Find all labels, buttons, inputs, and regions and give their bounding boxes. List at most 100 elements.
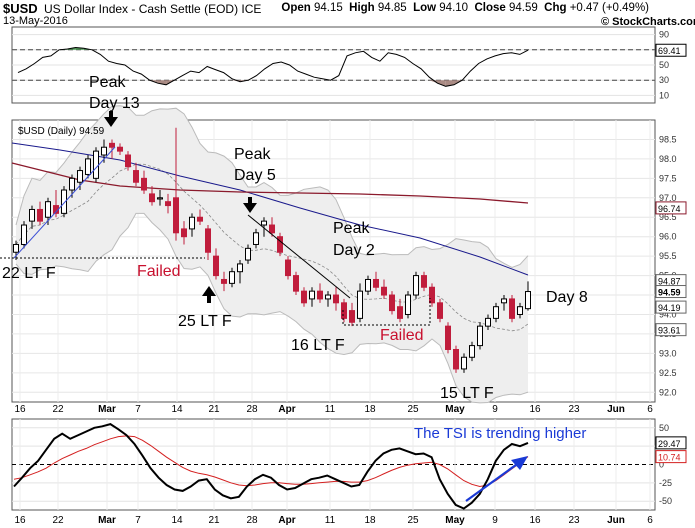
price-candle: [109, 142, 115, 148]
tsi-value-tag: [655, 436, 687, 450]
annotation-peak-13: Peak: [89, 74, 126, 91]
tsi-trend-arrow-shaft: [465, 461, 521, 502]
price-tick-label: 92.5: [659, 368, 677, 378]
tsi-x-tick: 11: [325, 515, 336, 526]
price-candle: [429, 286, 435, 304]
tsi-x-tick: 23: [568, 515, 580, 526]
price-tag-label: 94.59: [658, 288, 681, 298]
change-value: +0.47 (+0.49%): [569, 2, 649, 14]
price-x-tick: 6: [647, 404, 653, 415]
price-candle: [333, 294, 339, 304]
tsi-x-tick: 22: [52, 515, 64, 526]
low-value: 94.10: [439, 2, 469, 14]
annotation-15-lt-f: 15 LT F: [440, 385, 494, 402]
rsi-tick-label: 10: [659, 90, 669, 100]
price-candle: [205, 228, 211, 253]
price-candle: [213, 255, 219, 277]
close-value: 94.59: [508, 2, 538, 14]
annotation-peak-5: Peak: [234, 146, 271, 163]
price-candle: [141, 177, 147, 191]
price-candle: [181, 228, 187, 238]
annotation-day-13: Day 13: [89, 95, 140, 112]
tsi-x-tick: 16: [14, 515, 26, 526]
price-candle: [325, 294, 331, 300]
stockcharts-logo: © StockCharts.com: [601, 16, 695, 28]
price-tick-label: 92.0: [659, 387, 677, 397]
price-tick-label: 98.0: [659, 154, 677, 164]
tsi-x-tick: 18: [364, 515, 376, 526]
annotation-peak-2: Peak: [333, 220, 370, 237]
arrow-peak-13: [104, 117, 118, 127]
price-candle: [29, 208, 35, 222]
price-candle: [189, 216, 195, 230]
price-tick-label: 96.5: [659, 212, 677, 222]
annotation-failed-1: Failed: [137, 263, 181, 280]
price-candle: [37, 208, 43, 222]
price-x-tick: 21: [208, 404, 220, 415]
price-candle: [173, 197, 179, 234]
annotation-day-5: Day 5: [234, 167, 276, 184]
price-candle: [405, 294, 411, 315]
uptrend-line: [13, 146, 116, 259]
price-tag-box: [655, 300, 687, 314]
chart-date: 13-May-2016: [3, 15, 68, 27]
price-band-mid: [15, 163, 529, 332]
tsi-x-tick: Jun: [607, 515, 625, 526]
tsi-signal-tag: [655, 450, 687, 464]
tsi-x-tick: 21: [208, 515, 220, 526]
price-candle: [509, 298, 515, 319]
rsi-tick-label: 30: [659, 75, 669, 85]
price-candle: [301, 290, 307, 304]
price-candle: [93, 150, 99, 179]
price-candle: [101, 146, 107, 156]
rsi-tick-label: 50: [659, 60, 669, 70]
price-x-tick: 18: [364, 404, 376, 415]
price-band-lower: [15, 212, 529, 404]
price-x-tick: Jun: [607, 404, 625, 415]
price-tick-label: 97.0: [659, 193, 677, 203]
price-candle: [245, 247, 251, 261]
price-candle: [285, 259, 291, 277]
price-candle: [413, 275, 419, 296]
tsi-x-tick: Mar: [98, 515, 116, 526]
price-candle: [149, 193, 155, 203]
tsi-current-label: 29.47: [658, 439, 681, 449]
price-tick-label: 95.5: [659, 251, 677, 261]
price-candle: [261, 220, 267, 226]
price-legend: $USD (Daily) 94.59: [18, 126, 105, 137]
tsi-tick-label: 50: [659, 423, 669, 433]
price-candle: [157, 197, 163, 200]
price-tag-box: [655, 201, 687, 215]
tsi-x-tick: 9: [492, 515, 498, 526]
price-tag-label: 94.19: [658, 303, 681, 313]
price-x-tick: Apr: [278, 404, 295, 415]
high-value: 94.85: [377, 2, 407, 14]
tsi-tick-label: 0: [659, 460, 664, 470]
tsi-trend-arrow-head: [511, 456, 528, 470]
arrow-25-lt-f-stem: [207, 296, 211, 303]
price-candle: [341, 302, 347, 319]
arrow-peak-5-stem: [248, 197, 252, 204]
price-candle: [437, 302, 443, 319]
price-candle: [253, 232, 259, 245]
price-candle: [453, 348, 459, 370]
price-tick-label: 97.5: [659, 173, 677, 183]
rsi-tick-label: 90: [659, 30, 669, 40]
price-candle: [269, 224, 275, 234]
annotation-25-lt-f: 25 LT F: [178, 313, 232, 330]
rsi-line: [17, 46, 529, 87]
rsi-current-label: 69.41: [658, 46, 681, 56]
price-tick-label: 93.0: [659, 348, 677, 358]
price-x-tick: 7: [135, 404, 141, 415]
price-candle: [389, 294, 395, 312]
tsi-signal-line: [13, 435, 529, 488]
price-tag-box: [655, 323, 687, 337]
price-x-tick: Mar: [98, 404, 116, 415]
tsi-annotation: The TSI is trending higher: [414, 425, 586, 442]
price-tag-box: [655, 285, 687, 299]
price-x-tick: 16: [529, 404, 541, 415]
price-x-tick: 28: [246, 404, 258, 415]
moving-average-200: [11, 162, 529, 204]
rsi-oversold-fill: [157, 80, 167, 85]
price-candle: [517, 306, 523, 315]
